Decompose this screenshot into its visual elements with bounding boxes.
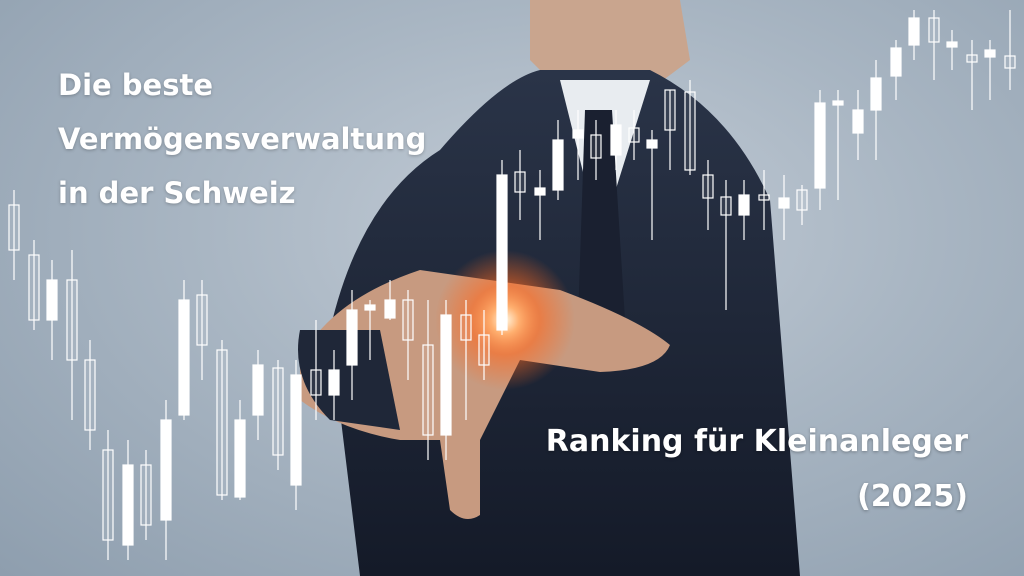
candle-body (572, 129, 584, 139)
candle-body (852, 109, 864, 134)
candle-body (984, 49, 996, 58)
candle-body (702, 174, 714, 199)
candle-body (720, 196, 732, 216)
candle-body (478, 334, 490, 366)
candle-body (514, 171, 526, 193)
candle-body (664, 89, 676, 131)
candle-body (440, 314, 452, 436)
candle-body (758, 194, 770, 201)
candle-body (384, 299, 396, 319)
headline-line: in der Schweiz (58, 176, 296, 210)
candle-body (252, 364, 264, 416)
candle-body (328, 369, 340, 396)
candle-body (402, 299, 414, 341)
candle-body (796, 189, 808, 211)
subline-line: Ranking für Kleinanleger (545, 424, 968, 459)
candle-body (234, 419, 246, 498)
candlestick-chart (8, 10, 1016, 560)
candle-body (628, 127, 640, 143)
candle-body (46, 279, 58, 321)
candle-body (346, 309, 358, 366)
candle-body (610, 124, 622, 156)
candle-body (178, 299, 190, 416)
candle-body (216, 349, 228, 496)
subline: Ranking für Kleinanleger (2025) (546, 414, 968, 524)
candle-body (290, 374, 302, 486)
candle-body (196, 294, 208, 346)
candle-body (84, 359, 96, 431)
candle-body (66, 279, 78, 361)
headline: Die beste Vermögensverwaltung in der Sch… (58, 58, 426, 220)
candle-body (814, 102, 826, 189)
candle-body (966, 54, 978, 63)
headline-line: Die beste (58, 68, 213, 102)
candle-body (646, 139, 658, 149)
candle-body (778, 197, 790, 209)
candle-body (422, 344, 434, 436)
candle-body (122, 464, 134, 546)
candle-body (590, 134, 602, 159)
candle-body (928, 17, 940, 43)
candle-body (946, 41, 958, 48)
candle-body (102, 449, 114, 541)
candle-body (140, 464, 152, 526)
candle-body (832, 100, 844, 106)
candle-body (310, 369, 322, 396)
candle-body (890, 47, 902, 77)
candle-body (738, 194, 750, 216)
candle-body (1004, 55, 1016, 69)
candle-body (870, 77, 882, 111)
candle-body (28, 254, 40, 321)
candle-body (908, 17, 920, 46)
candle-body (552, 139, 564, 191)
candle-body (160, 419, 172, 521)
candle-body (364, 304, 376, 311)
subline-line: (2025) (857, 479, 968, 514)
candle-body (496, 174, 508, 331)
headline-line: Vermögensverwaltung (58, 122, 427, 156)
candle-body (460, 314, 472, 341)
candle-body (534, 187, 546, 196)
candle-body (684, 91, 696, 171)
candle-body (8, 204, 20, 251)
candle-body (272, 367, 284, 456)
